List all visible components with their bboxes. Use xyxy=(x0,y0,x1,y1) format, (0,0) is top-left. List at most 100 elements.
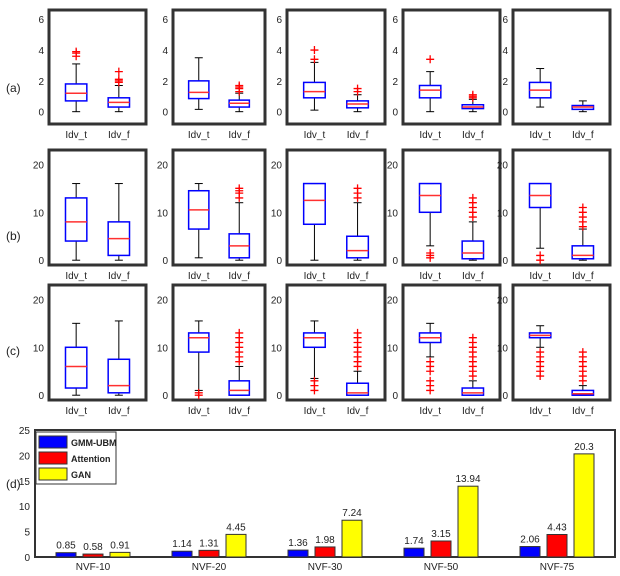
y-tick-label: 0 xyxy=(502,391,508,402)
y-tick-label: 6 xyxy=(276,15,282,26)
y-tick-label: 10 xyxy=(271,208,283,219)
x-tick-label: Idv_f xyxy=(228,271,250,282)
outlier-marker xyxy=(353,184,362,193)
y-tick-label: 5 xyxy=(24,528,30,539)
boxplot-panel: 0 2 4 6 Idv_t Idv_f xyxy=(392,8,502,141)
x-tick-label: Idv_t xyxy=(65,130,87,141)
x-tick-label: NVF-10 xyxy=(76,562,111,573)
x-tick-label: Idv_t xyxy=(188,406,210,417)
axes-frame xyxy=(511,283,612,402)
box xyxy=(228,380,251,396)
boxplot-panel: 0 10 20 Idv_t Idv_f xyxy=(271,283,387,417)
boxplot-panel: 0 10 20 Idv_t Idv_f xyxy=(387,148,502,282)
legend-label: GMM-UBM xyxy=(71,438,117,448)
y-tick-label: 6 xyxy=(392,15,398,26)
bar-gmm-ubm xyxy=(519,546,541,558)
x-tick-label: Idv_t xyxy=(529,130,551,141)
axes-frame xyxy=(171,283,267,402)
bar-attention xyxy=(430,540,452,558)
y-tick-label: 0 xyxy=(276,391,282,402)
boxplot-panel: 0 10 20 Idv_t Idv_f xyxy=(33,283,148,417)
data-label: 3.15 xyxy=(431,529,451,540)
outlier-marker xyxy=(114,67,123,76)
y-tick-label: 25 xyxy=(19,426,31,437)
y-tick-label: 15 xyxy=(19,477,31,488)
boxplot-panel: 0 2 4 6 Idv_t Idv_f xyxy=(38,8,148,141)
legend-swatch xyxy=(38,451,68,465)
y-tick-label: 10 xyxy=(157,208,169,219)
data-label: 1.74 xyxy=(404,536,424,547)
x-tick-label: Idv_t xyxy=(529,406,551,417)
axes-frame xyxy=(171,8,267,126)
row-label: (b) xyxy=(6,229,21,243)
x-tick-label: NVF-50 xyxy=(424,562,459,573)
box xyxy=(64,197,88,242)
x-tick-label: Idv_t xyxy=(304,406,326,417)
axes-frame xyxy=(401,148,502,267)
data-label: 7.24 xyxy=(342,508,362,519)
y-tick-label: 6 xyxy=(502,15,508,26)
box xyxy=(571,245,595,260)
boxplot-panel: 0 10 20 Idv_t Idv_f xyxy=(387,283,502,417)
y-tick-label: 20 xyxy=(157,295,169,306)
y-tick-label: 0 xyxy=(38,391,44,402)
box xyxy=(302,182,326,226)
data-label: 1.31 xyxy=(199,538,219,549)
outlier-marker xyxy=(468,333,477,342)
y-tick-label: 0 xyxy=(502,256,508,267)
box xyxy=(187,80,210,100)
outlier-marker xyxy=(194,388,203,397)
data-label: 0.85 xyxy=(56,541,76,552)
x-tick-label: Idv_f xyxy=(462,130,484,141)
outlier-marker xyxy=(310,46,319,55)
axes-frame xyxy=(285,148,387,267)
box xyxy=(107,358,131,394)
data-label: 4.45 xyxy=(226,522,246,533)
x-tick-label: Idv_f xyxy=(228,406,250,417)
box xyxy=(302,332,326,349)
boxplot-panel: 0 2 4 6 Idv_t Idv_f xyxy=(162,8,267,141)
outlier-marker xyxy=(310,376,319,385)
y-tick-label: 0 xyxy=(392,108,398,119)
y-tick-label: 4 xyxy=(162,46,168,57)
bar-attention xyxy=(198,549,220,558)
bar-attention xyxy=(546,533,568,558)
box xyxy=(64,346,88,389)
y-tick-label: 20 xyxy=(33,160,45,171)
y-tick-label: 20 xyxy=(271,295,283,306)
x-tick-label: NVF-20 xyxy=(192,562,227,573)
y-tick-label: 0 xyxy=(24,553,30,564)
y-tick-label: 4 xyxy=(38,46,44,57)
box xyxy=(187,332,210,353)
x-tick-label: Idv_t xyxy=(304,130,326,141)
x-tick-label: Idv_t xyxy=(65,406,87,417)
x-tick-label: Idv_f xyxy=(228,130,250,141)
legend-label: GAN xyxy=(71,470,91,480)
outlier-marker xyxy=(114,75,123,84)
x-tick-label: Idv_t xyxy=(419,130,441,141)
box xyxy=(461,240,485,260)
y-tick-label: 20 xyxy=(497,160,509,171)
bar-gan xyxy=(573,453,595,558)
x-tick-label: Idv_f xyxy=(572,271,594,282)
bar-gan xyxy=(225,533,247,558)
y-tick-label: 0 xyxy=(162,108,168,119)
y-tick-label: 10 xyxy=(497,343,509,354)
data-label: 20.3 xyxy=(574,442,594,453)
y-tick-label: 0 xyxy=(502,108,508,119)
outlier-marker xyxy=(235,184,244,193)
y-tick-label: 4 xyxy=(276,46,282,57)
outlier-marker xyxy=(353,328,362,337)
y-tick-label: 10 xyxy=(157,343,169,354)
x-tick-label: NVF-30 xyxy=(308,562,343,573)
y-tick-label: 20 xyxy=(497,295,509,306)
y-tick-label: 2 xyxy=(502,77,508,88)
bar-gmm-ubm xyxy=(171,550,193,558)
y-tick-label: 10 xyxy=(19,502,31,513)
box xyxy=(571,389,595,396)
y-tick-label: 10 xyxy=(271,343,283,354)
boxplot-panel: 0 10 20 Idv_t Idv_f xyxy=(157,148,267,282)
y-tick-label: 10 xyxy=(33,208,45,219)
y-tick-label: 2 xyxy=(162,77,168,88)
